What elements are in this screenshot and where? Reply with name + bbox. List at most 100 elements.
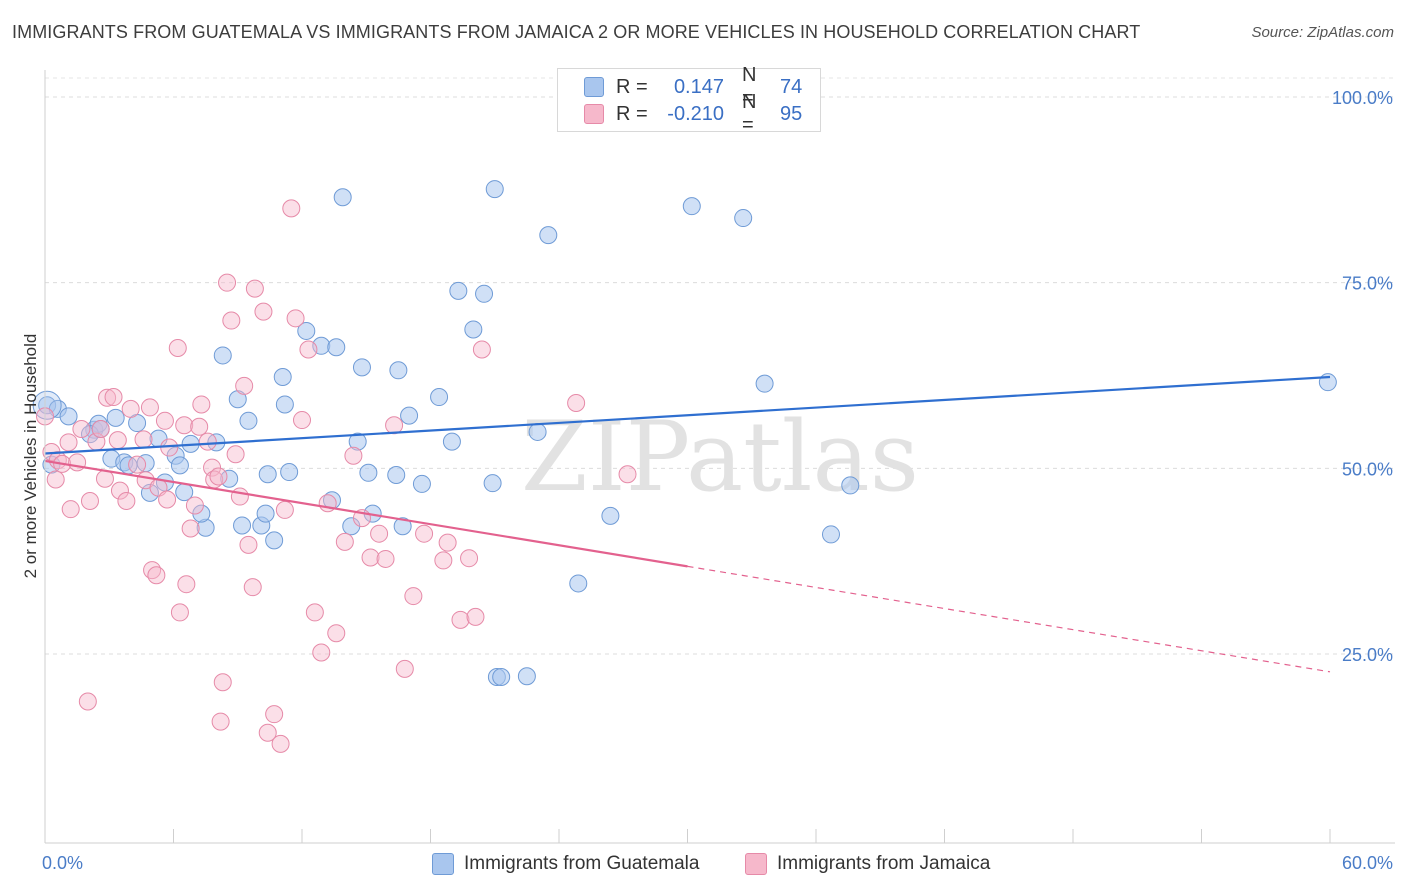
guatemala-point — [333, 188, 352, 207]
watermark: ZIPatlas — [521, 401, 919, 513]
guatemala-point — [539, 226, 558, 245]
jamaica-point — [168, 339, 187, 358]
jamaica-point — [344, 446, 363, 465]
guatemala-point — [258, 465, 277, 484]
jamaica-point — [213, 673, 232, 692]
guatemala-point — [389, 361, 408, 380]
n-value: 74 — [780, 75, 803, 98]
jamaica-point — [192, 395, 211, 414]
jamaica-point — [80, 492, 99, 511]
guatemala-swatch — [584, 77, 604, 97]
jamaica-point — [265, 705, 284, 724]
guatemala-point — [464, 320, 483, 339]
jamaica-swatch — [584, 104, 604, 124]
guatemala-point — [569, 574, 588, 593]
jamaica-point — [147, 566, 166, 585]
guatemala-point — [528, 422, 547, 441]
guatemala-point — [233, 516, 252, 535]
jamaica-point — [218, 273, 237, 292]
guatemala-point — [517, 667, 536, 686]
jamaica-point — [472, 340, 491, 359]
jamaica-point — [618, 465, 637, 484]
jamaica-point — [155, 411, 174, 430]
jamaica-point — [361, 548, 380, 567]
jamaica-point — [415, 524, 434, 543]
jamaica-point — [282, 199, 301, 218]
jamaica-point — [451, 610, 470, 629]
stats-legend: R = 0.147 N = 74 R = -0.210 N = 95 — [557, 64, 821, 136]
jamaica-point — [78, 692, 97, 711]
jamaica-point — [404, 587, 423, 606]
jamaica-point — [434, 551, 453, 570]
guatemala-point — [348, 432, 367, 451]
jamaica-point — [190, 417, 209, 436]
jamaica-points — [36, 199, 637, 753]
guatemala-point — [841, 476, 860, 495]
jamaica-point — [243, 578, 262, 597]
jamaica-point — [170, 603, 189, 622]
jamaica-point — [254, 302, 273, 321]
guatemala-point — [273, 367, 292, 386]
legend-row-guatemala: R = 0.147 N = 74 — [584, 64, 803, 109]
jamaica-legend-swatch — [745, 853, 767, 875]
guatemala-point — [485, 180, 504, 199]
jamaica-point — [299, 340, 318, 359]
jamaica-point — [128, 455, 147, 474]
jamaica-point — [134, 430, 153, 449]
jamaica-point — [91, 419, 110, 438]
guatemala-point — [239, 411, 258, 430]
jamaica-point — [230, 487, 249, 506]
guatemala-point — [213, 346, 232, 365]
jamaica-point — [335, 532, 354, 551]
guatemala-point — [483, 474, 502, 493]
guatemala-point — [442, 432, 461, 451]
jamaica-point — [104, 388, 123, 407]
y-tick-label: 25.0% — [1342, 645, 1393, 665]
guatemala-point — [220, 469, 239, 488]
jamaica-point — [108, 431, 127, 450]
jamaica-point — [175, 416, 194, 435]
guatemala-point — [59, 407, 78, 426]
guatemala-point — [430, 388, 449, 407]
jamaica-point — [460, 549, 479, 568]
jamaica-point — [327, 624, 346, 643]
guatemala-point — [601, 506, 620, 525]
jamaica-point — [121, 399, 140, 418]
jamaica-point — [61, 500, 80, 519]
jamaica-point — [117, 492, 136, 511]
y-tick-label: 50.0% — [1342, 459, 1393, 479]
jamaica-point — [209, 467, 228, 486]
jamaica-point — [203, 458, 222, 477]
chart-title: IMMIGRANTS FROM GUATEMALA VS IMMIGRANTS … — [12, 22, 1141, 42]
jamaica-point — [68, 453, 87, 472]
jamaica-point — [46, 470, 65, 489]
guatemala-point — [821, 525, 840, 544]
jamaica-point — [226, 445, 245, 464]
jamaica-point — [140, 398, 159, 417]
guatemala-point — [275, 395, 294, 414]
jamaica-legend-label: Immigrants from Jamaica — [777, 853, 991, 874]
guatemala-point — [297, 321, 316, 340]
jamaica-point — [305, 603, 324, 622]
guatemala-legend-swatch — [432, 853, 454, 875]
jamaica-point — [239, 535, 258, 554]
guatemala-point — [106, 408, 125, 427]
legend-row-jamaica: R = -0.210 N = 95 — [584, 91, 802, 136]
jamaica-point — [312, 643, 331, 662]
r-value: 0.147 — [673, 75, 724, 98]
guatemala-point — [170, 456, 189, 475]
jamaica-point — [158, 490, 177, 509]
r-value: -0.210 — [667, 102, 724, 125]
guatemala-point — [449, 281, 468, 300]
jamaica-point — [98, 388, 117, 407]
guatemala-point — [400, 406, 419, 425]
legend-item-jamaica: Immigrants from Jamaica — [745, 852, 990, 876]
guatemala-point — [327, 338, 346, 357]
jamaica-point — [211, 712, 230, 731]
n-label: N = — [742, 91, 757, 136]
x-tick-label: 0.0% — [42, 853, 83, 873]
axes — [44, 70, 1395, 844]
guatemala-point — [682, 197, 701, 216]
guatemala-point — [359, 463, 378, 482]
guatemala-legend-label: Immigrants from Guatemala — [464, 853, 700, 874]
